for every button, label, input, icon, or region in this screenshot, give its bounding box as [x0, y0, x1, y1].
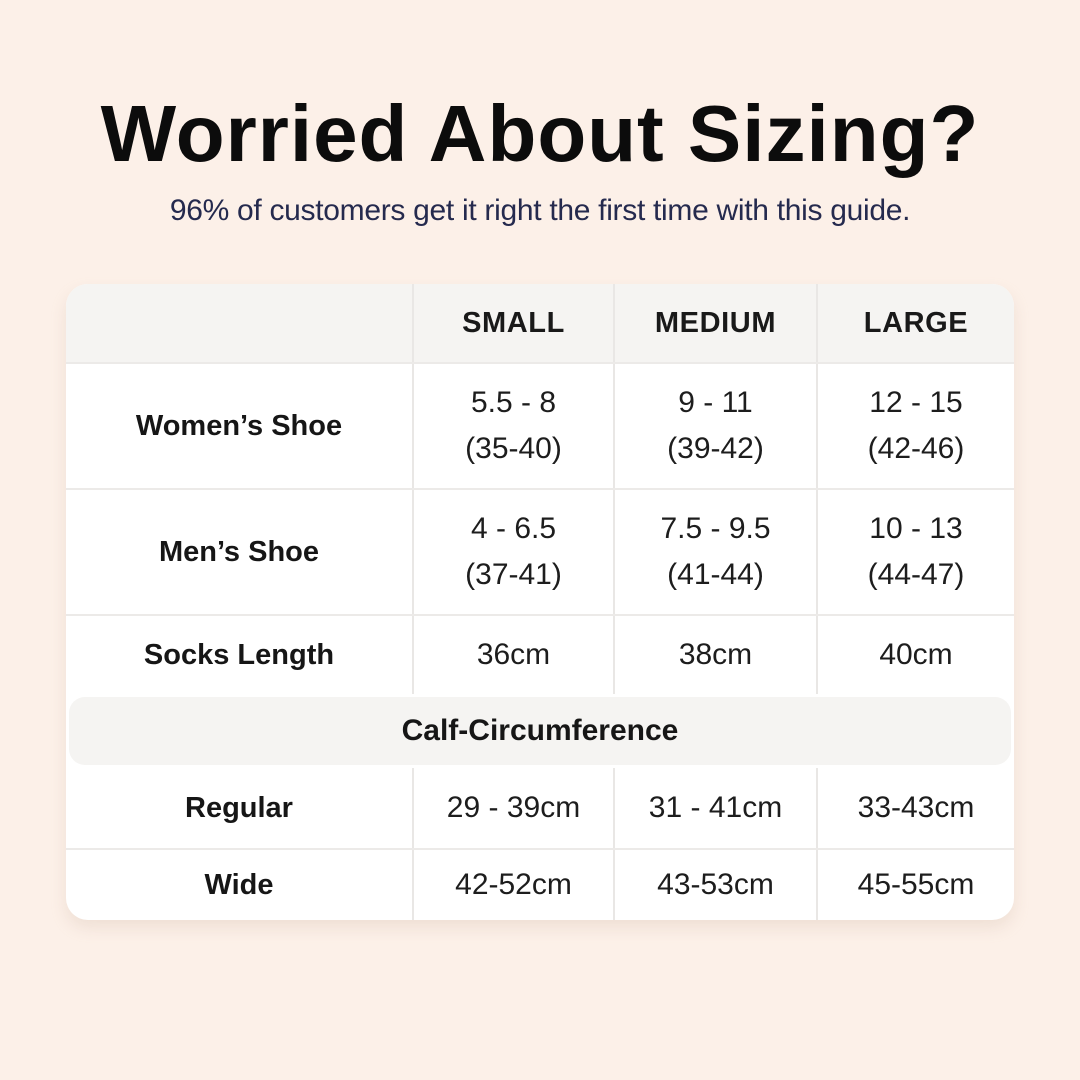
size-value: 38cm — [678, 637, 753, 671]
page-title: Worried About Sizing? — [100, 89, 980, 178]
size-cell: 33-43cm — [816, 768, 1014, 848]
size-cell: 31 - 41cm — [613, 768, 816, 848]
size-value-eu: (44-47) — [867, 558, 965, 591]
size-value: 5.5 - 8 — [470, 385, 557, 419]
table-row-socks-length: Socks Length 36cm 38cm 40cm — [66, 614, 1014, 694]
size-value: 33-43cm — [857, 790, 975, 824]
size-table: SMALL MEDIUM LARGE Women’s Shoe 5.5 - 8 … — [66, 284, 1014, 920]
size-cell: 40cm — [816, 616, 1014, 694]
table-corner-cell — [66, 284, 412, 362]
column-header-small: SMALL — [412, 284, 613, 362]
page-header: Worried About Sizing? 96% of customers g… — [0, 0, 1080, 228]
table-row-regular: Regular 29 - 39cm 31 - 41cm 33-43cm — [66, 768, 1014, 848]
row-label-mens-shoe: Men’s Shoe — [158, 535, 320, 568]
column-header-medium: MEDIUM — [613, 284, 816, 362]
size-cell: 5.5 - 8 (35-40) — [412, 364, 613, 488]
size-value-eu: (41-44) — [667, 558, 764, 591]
size-cell: 12 - 15 (42-46) — [816, 364, 1014, 488]
size-value: 10 - 13 — [869, 511, 963, 545]
table-row-wide: Wide 42-52cm 43-53cm 45-55cm — [66, 848, 1014, 920]
size-value: 45-55cm — [857, 867, 975, 901]
size-cell: 29 - 39cm — [412, 768, 613, 848]
size-cell: 7.5 - 9.5 (41-44) — [613, 490, 816, 614]
table-header-row: SMALL MEDIUM LARGE — [66, 284, 1014, 362]
size-cell: 45-55cm — [816, 850, 1014, 920]
size-cell: 10 - 13 (44-47) — [816, 490, 1014, 614]
table-row-womens-shoe: Women’s Shoe 5.5 - 8 (35-40) 9 - 11 (39-… — [66, 362, 1014, 488]
size-value: 31 - 41cm — [648, 790, 783, 824]
table-row-mens-shoe: Men’s Shoe 4 - 6.5 (37-41) 7.5 - 9.5 (41… — [66, 488, 1014, 614]
section-header-calf-circumference: Calf-Circumference — [69, 697, 1011, 765]
size-cell: 38cm — [613, 616, 816, 694]
size-value-eu: (35-40) — [465, 432, 562, 465]
size-value: 29 - 39cm — [446, 790, 581, 824]
row-label-wide: Wide — [204, 868, 274, 901]
row-label-regular: Regular — [185, 791, 293, 824]
size-value: 36cm — [476, 637, 551, 671]
size-cell: 42-52cm — [412, 850, 613, 920]
size-value: 12 - 15 — [869, 385, 963, 419]
size-value: 40cm — [879, 637, 953, 671]
page-subtitle: 96% of customers get it right the first … — [169, 194, 911, 227]
size-value: 42-52cm — [455, 867, 572, 901]
size-cell: 4 - 6.5 (37-41) — [412, 490, 613, 614]
size-value: 43-53cm — [657, 867, 774, 901]
size-cell: 36cm — [412, 616, 613, 694]
size-cell: 9 - 11 (39-42) — [613, 364, 816, 488]
size-value: 7.5 - 9.5 — [660, 511, 771, 545]
size-value-eu: (42-46) — [867, 432, 965, 465]
size-value-eu: (37-41) — [465, 558, 562, 591]
size-cell: 43-53cm — [613, 850, 816, 920]
column-header-large: LARGE — [816, 284, 1014, 362]
row-label-socks-length: Socks Length — [143, 638, 335, 671]
row-label-womens-shoe: Women’s Shoe — [135, 409, 343, 442]
size-value: 9 - 11 — [678, 385, 753, 419]
size-value: 4 - 6.5 — [470, 511, 557, 545]
size-value-eu: (39-42) — [667, 432, 764, 465]
